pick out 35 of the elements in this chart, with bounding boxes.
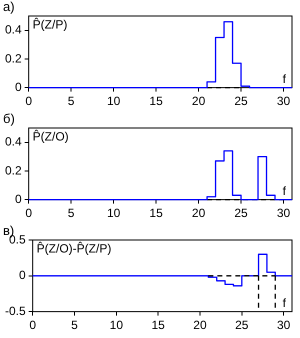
y-tick-label: 0.2 [4, 51, 22, 66]
y-tick-label: 0 [18, 268, 26, 282]
chart-title: а) [3, 0, 15, 14]
x-axis-title: f [282, 296, 287, 310]
x-tick-label: 0 [29, 318, 36, 332]
x-tick-label: 15 [149, 206, 164, 220]
y-tick-label: -0.5 [4, 304, 26, 318]
x-tick-label: 5 [68, 206, 75, 220]
x-tick-label: 30 [276, 94, 290, 108]
y-tick-label: 0.4 [4, 134, 22, 149]
y-tick-label: 0 [14, 192, 22, 206]
y-tick-label: 0.4 [4, 22, 22, 37]
x-tick-label: 10 [106, 94, 121, 108]
x-tick-label: 20 [193, 318, 207, 332]
y-axis-title: P̂(Z/O) [32, 129, 69, 144]
x-tick-label: 15 [151, 318, 166, 332]
x-tick-label: 5 [71, 318, 78, 332]
x-tick-label: 10 [106, 206, 121, 220]
x-tick-label: 25 [234, 206, 248, 220]
x-tick-label: 20 [192, 94, 206, 108]
y-tick-label: 0 [14, 80, 22, 94]
chart-title: б) [3, 111, 15, 126]
x-tick-label: 5 [68, 94, 75, 108]
x-tick-label: 30 [276, 318, 291, 332]
x-axis-title: f [282, 184, 287, 198]
x-tick-label: 25 [235, 318, 249, 332]
y-tick-label: 0.2 [4, 163, 22, 178]
x-tick-label: 20 [192, 206, 206, 220]
x-tick-label: 30 [276, 206, 290, 220]
x-tick-label: 25 [234, 94, 248, 108]
y-axis-title: P̂(Z/O)-P̂(Z/P) [36, 241, 112, 256]
x-tick-label: 15 [149, 94, 164, 108]
x-axis-title: f [282, 72, 287, 86]
x-tick-label: 10 [110, 318, 124, 332]
y-axis-title: P̂(Z/P) [32, 17, 68, 32]
